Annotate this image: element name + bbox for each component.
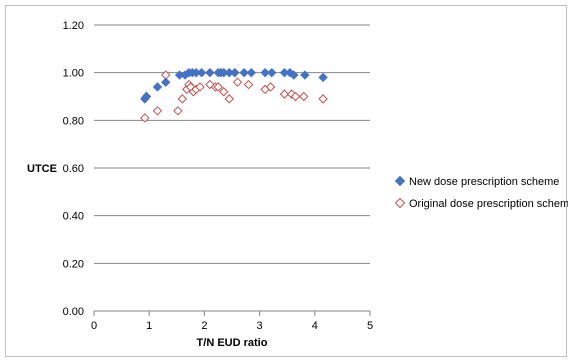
data-point-new-scheme xyxy=(230,67,240,78)
series-original-scheme xyxy=(140,67,328,123)
x-tick-label: 2 xyxy=(201,320,207,332)
data-point-new-scheme xyxy=(318,72,328,83)
x-tick-labels: 0 1 2 3 4 5 xyxy=(91,311,373,332)
x-tick-label: 0 xyxy=(91,320,97,332)
data-point-original-scheme xyxy=(219,87,229,97)
y-tick-label: 1.20 xyxy=(63,20,84,32)
series-new-scheme xyxy=(140,67,328,104)
data-point-original-scheme xyxy=(213,82,223,92)
legend-item-new-scheme: New dose prescription scheme xyxy=(394,175,559,188)
data-point-original-scheme xyxy=(232,77,243,87)
legend-label-new-scheme: New dose prescription scheme xyxy=(409,176,559,188)
data-point-new-scheme xyxy=(152,82,163,92)
data-point-new-scheme xyxy=(289,70,299,80)
data-point-original-scheme xyxy=(152,106,163,116)
legend-label-original-scheme: Original dose prescription scheme xyxy=(409,198,568,210)
legend: New dose prescription scheme Original do… xyxy=(394,175,568,210)
legend-marker-original-scheme xyxy=(394,197,406,209)
data-point-new-scheme xyxy=(205,67,215,78)
data-point-original-scheme xyxy=(140,113,150,123)
data-point-original-scheme xyxy=(299,91,309,102)
y-tick-label: 0.00 xyxy=(63,306,84,318)
x-tick-label: 3 xyxy=(257,320,263,332)
data-point-original-scheme xyxy=(318,94,328,104)
y-tick-labels: 0.00 0.20 0.40 0.60 0.80 1.00 1.20 xyxy=(63,20,84,318)
x-tick-label: 4 xyxy=(312,320,318,332)
data-points xyxy=(140,67,328,123)
data-point-original-scheme xyxy=(243,79,254,90)
x-tick-label: 5 xyxy=(367,320,373,332)
data-point-new-scheme xyxy=(141,91,152,102)
y-axis-label: UTCE xyxy=(27,163,57,175)
data-point-new-scheme xyxy=(267,67,277,78)
data-point-original-scheme xyxy=(265,82,276,92)
legend-item-original-scheme: Original dose prescription scheme xyxy=(394,197,568,210)
data-point-new-scheme xyxy=(196,67,207,78)
chart-frame: 0.00 0.20 0.40 0.60 0.80 1.00 1.20 0 1 2 3 4 5 UTCE… xyxy=(5,5,568,357)
y-tick-label: 0.60 xyxy=(63,163,84,175)
y-tick-label: 0.40 xyxy=(63,211,84,223)
y-tick-label: 0.20 xyxy=(63,258,84,270)
data-point-new-scheme xyxy=(239,67,249,78)
y-tick-label: 1.00 xyxy=(63,68,84,80)
scatter-chart: 0.00 0.20 0.40 0.60 0.80 1.00 1.20 0 1 2 3 4 5 UTCE… xyxy=(27,20,568,349)
x-axis-label: T/N EUD ratio xyxy=(197,337,268,349)
data-point-original-scheme xyxy=(224,94,234,104)
data-point-original-scheme xyxy=(195,82,205,92)
data-point-new-scheme xyxy=(300,70,310,80)
data-point-original-scheme xyxy=(290,91,301,102)
legend-marker-new-scheme xyxy=(394,175,406,187)
data-point-new-scheme xyxy=(246,67,257,78)
data-point-original-scheme xyxy=(173,106,183,116)
data-point-new-scheme xyxy=(161,77,171,87)
y-tick-label: 0.80 xyxy=(63,115,84,127)
x-tick-label: 1 xyxy=(146,320,152,332)
data-point-original-scheme xyxy=(177,94,188,104)
data-point-new-scheme xyxy=(260,67,270,78)
gridlines xyxy=(94,24,370,264)
data-point-original-scheme xyxy=(279,89,290,99)
